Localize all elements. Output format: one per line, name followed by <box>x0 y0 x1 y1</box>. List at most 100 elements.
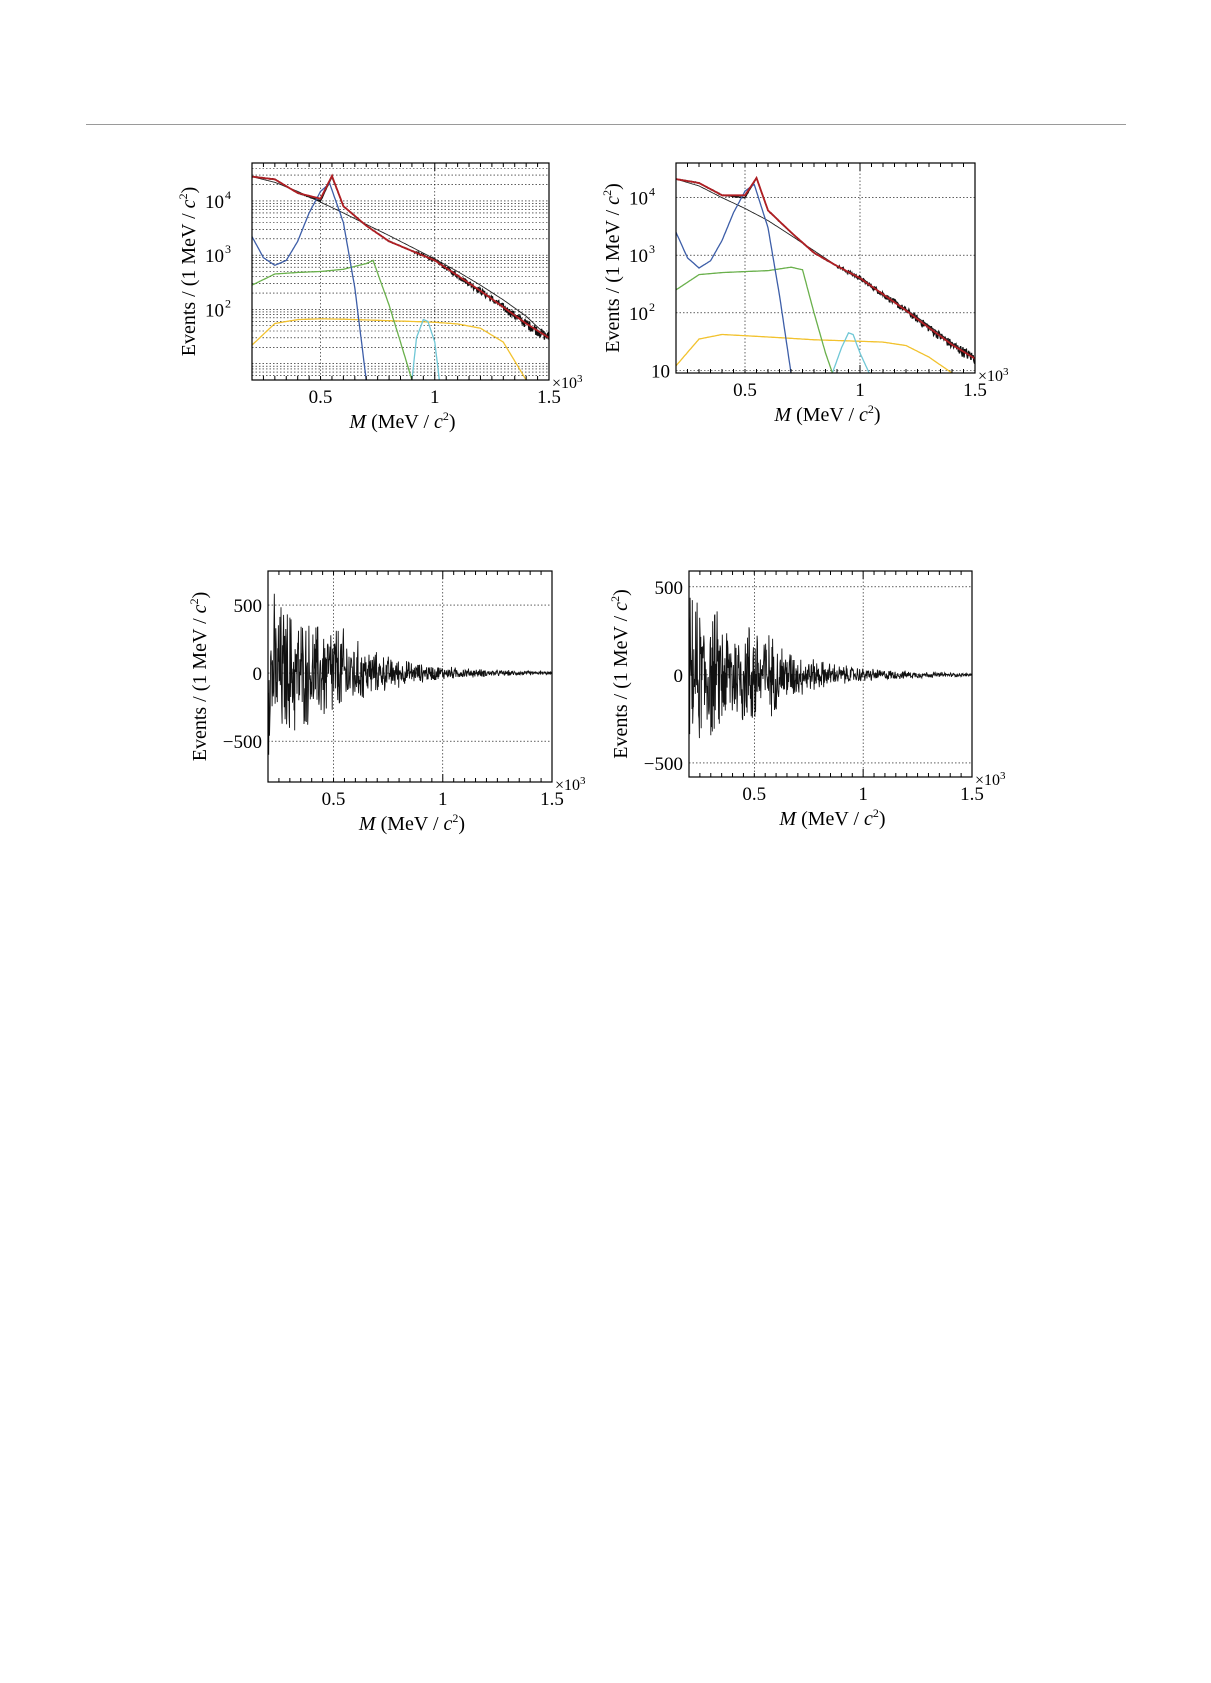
y-tick-base: 10 <box>205 246 224 267</box>
x-axis-unit-close: ) <box>449 411 456 433</box>
y-axis-unit-exponent: 2 <box>176 193 190 199</box>
y-tick-base: 10 <box>205 300 224 321</box>
tick-marks <box>687 163 964 373</box>
residuals-histogram <box>268 593 552 755</box>
x-axis-unit-c: c <box>434 411 443 433</box>
x-multiplier-exponent: 3 <box>580 775 586 787</box>
x-tick-label: 0.5 <box>322 789 346 810</box>
x-axis-unit-exponent: 2 <box>868 402 874 416</box>
y-tick-base: 10 <box>205 192 224 213</box>
y-tick-base: 10 <box>629 189 648 210</box>
x-axis-variable: M <box>778 808 797 830</box>
y-axis-unit-exponent: 2 <box>608 596 622 602</box>
y-axis-unit-close: ) <box>178 187 200 194</box>
x-multiplier-base: ×10 <box>552 375 577 392</box>
y-tick-label: 10 <box>651 361 670 382</box>
y-tick-exponent: 3 <box>649 242 655 256</box>
total-fit-curve <box>252 173 549 339</box>
x-tick-label: 0.5 <box>733 380 757 401</box>
x-tick-label: 1.5 <box>963 380 987 401</box>
plot-area <box>689 597 972 739</box>
x-multiplier-label: ×103 <box>552 373 583 392</box>
y-axis-label: Events / (1 MeV / c2) <box>187 592 211 762</box>
y-tick-base: 10 <box>629 246 648 267</box>
peak-component-curve <box>252 182 367 380</box>
yellow-component-curve <box>252 318 527 380</box>
total-fit-curve <box>676 175 975 360</box>
y-axis-text: Events / (1 MeV / <box>178 208 200 356</box>
y-tick-label: 0 <box>674 666 684 687</box>
x-axis-variable: M <box>773 404 792 426</box>
x-tick-label: 1.5 <box>537 387 561 408</box>
x-axis-unit-c: c <box>859 404 868 426</box>
y-axis-unit-exponent: 2 <box>600 190 614 196</box>
y-tick-label: 10 <box>205 246 224 267</box>
x-axis-variable: M <box>358 813 377 835</box>
y-axis-unit-close: ) <box>610 589 632 596</box>
panel-bottom-left: 0.5 1 1.5×103 −500 0 500 M (MeV / c2) Events / … <box>187 570 586 835</box>
y-tick-label: 500 <box>234 596 263 617</box>
y-tick-exponent: 2 <box>649 300 655 314</box>
green-component-curve <box>676 266 834 373</box>
y-tick-exponent: 4 <box>649 185 655 199</box>
plot-area <box>676 175 975 373</box>
peak-component-curve <box>676 183 792 373</box>
smooth-background-curve <box>676 178 975 359</box>
x-tick-label: 1 <box>858 784 868 805</box>
plot-area <box>252 173 549 380</box>
x-axis-unit-text: (MeV / <box>791 404 859 426</box>
x-axis-unit-c: c <box>864 808 873 830</box>
x-tick-label: 1.5 <box>540 789 564 810</box>
yellow-component-curve <box>676 333 953 373</box>
y-tick-label: −500 <box>644 754 683 775</box>
x-tick-label: 0.5 <box>309 387 333 408</box>
y-axis-unit-c: c <box>610 602 632 611</box>
x-multiplier-base: ×10 <box>555 777 580 794</box>
y-axis-text: Events / (1 MeV / <box>602 205 624 353</box>
y-axis-unit-exponent: 2 <box>187 598 201 604</box>
x-axis-unit-text: (MeV / <box>796 808 864 830</box>
y-axis-text: Events / (1 MeV / <box>189 613 211 761</box>
x-tick-label: 1 <box>438 789 448 810</box>
y-tick-base: 10 <box>651 361 670 382</box>
y-axis-label: Events / (1 MeV / c2) <box>600 183 624 353</box>
y-tick-label: 10 <box>205 300 224 321</box>
y-axis-unit-close: ) <box>602 183 624 190</box>
cyan-component-curve <box>411 318 440 380</box>
y-tick-label: 10 <box>629 189 648 210</box>
y-tick-exponent: 2 <box>225 296 231 310</box>
x-axis-unit-text: (MeV / <box>366 411 434 433</box>
x-tick-label: 1 <box>855 380 865 401</box>
x-axis-unit-close: ) <box>458 813 465 835</box>
x-multiplier-base: ×10 <box>975 772 1000 789</box>
x-axis-label: M (MeV / c2) <box>773 402 880 426</box>
x-multiplier-exponent: 3 <box>1000 770 1006 782</box>
y-tick-base: 10 <box>629 304 648 325</box>
data-histogram <box>676 176 975 365</box>
x-axis-label: M (MeV / c2) <box>358 811 465 835</box>
x-multiplier-base: ×10 <box>978 368 1003 385</box>
x-axis-unit-text: (MeV / <box>376 813 444 835</box>
y-axis-unit-c: c <box>602 196 624 205</box>
x-multiplier-exponent: 3 <box>577 373 583 385</box>
y-axis-text: Events / (1 MeV / <box>610 611 632 759</box>
x-axis-variable: M <box>348 411 367 433</box>
y-tick-label: −500 <box>223 732 262 753</box>
y-tick-exponent: 4 <box>225 188 231 202</box>
x-multiplier-label: ×103 <box>978 366 1009 385</box>
cyan-component-curve <box>831 331 870 373</box>
x-axis-unit-close: ) <box>874 404 881 426</box>
x-axis-unit-exponent: 2 <box>873 806 879 820</box>
y-tick-label: 0 <box>253 664 263 685</box>
tick-marks <box>699 571 962 777</box>
x-tick-label: 1.5 <box>960 784 984 805</box>
y-tick-label: 10 <box>629 304 648 325</box>
y-axis-unit-c: c <box>189 604 211 613</box>
x-tick-label: 1 <box>430 387 440 408</box>
y-axis-label: Events / (1 MeV / c2) <box>608 589 632 759</box>
header-rule <box>86 124 1126 125</box>
